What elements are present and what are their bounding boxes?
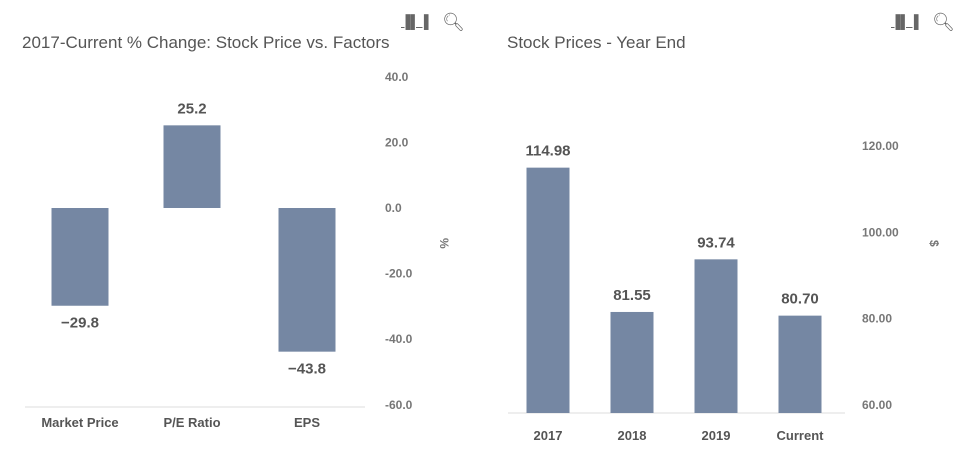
x-tick-label: 2017 xyxy=(534,428,563,443)
data-label: 80.70 xyxy=(781,291,819,308)
bar xyxy=(51,208,109,306)
x-tick-label: Market Price xyxy=(41,415,118,430)
data-label: 114.98 xyxy=(525,143,570,160)
data-label: 81.55 xyxy=(613,287,651,304)
y-axis-label: $ xyxy=(927,240,941,247)
data-label: −29.8 xyxy=(61,315,99,332)
search-icon[interactable]: 🔍︎ xyxy=(442,12,465,32)
y-tick-label: -40.0 xyxy=(385,332,413,346)
y-tick-label: 80.00 xyxy=(862,312,892,326)
data-label: 25.2 xyxy=(177,100,206,117)
y-axis-label: % xyxy=(437,238,451,249)
x-tick-label: P/E Ratio xyxy=(163,415,220,430)
y-tick-label: 120.00 xyxy=(862,139,899,153)
y-tick-label: -20.0 xyxy=(385,267,413,281)
x-tick-label: Current xyxy=(777,428,825,443)
bar-chart-icon[interactable]: ▐▌▐ xyxy=(401,14,429,29)
y-tick-label: 60.00 xyxy=(862,398,892,412)
y-tick-label: 20.0 xyxy=(385,135,409,149)
x-tick-label: 2018 xyxy=(618,428,647,443)
bar xyxy=(163,125,221,208)
y-tick-label: -60.0 xyxy=(385,398,413,412)
x-tick-label: 2019 xyxy=(702,428,731,443)
data-label: 93.74 xyxy=(697,234,735,251)
bar xyxy=(278,208,336,352)
y-tick-label: 0.0 xyxy=(385,201,402,215)
y-tick-label: 100.00 xyxy=(862,225,899,239)
bar xyxy=(610,311,654,413)
chart2-title: Stock Prices - Year End xyxy=(507,33,686,52)
data-label: −43.8 xyxy=(288,361,326,378)
chart1-title: 2017-Current % Change: Stock Price vs. F… xyxy=(22,33,390,52)
y-tick-label: 40.0 xyxy=(385,70,409,84)
bar-chart-icon[interactable]: ▐▌▐ xyxy=(891,14,919,29)
search-icon[interactable]: 🔍︎ xyxy=(932,12,955,32)
bar xyxy=(778,315,822,413)
bar xyxy=(694,259,738,413)
x-tick-label: EPS xyxy=(294,415,320,430)
bar xyxy=(526,167,570,413)
